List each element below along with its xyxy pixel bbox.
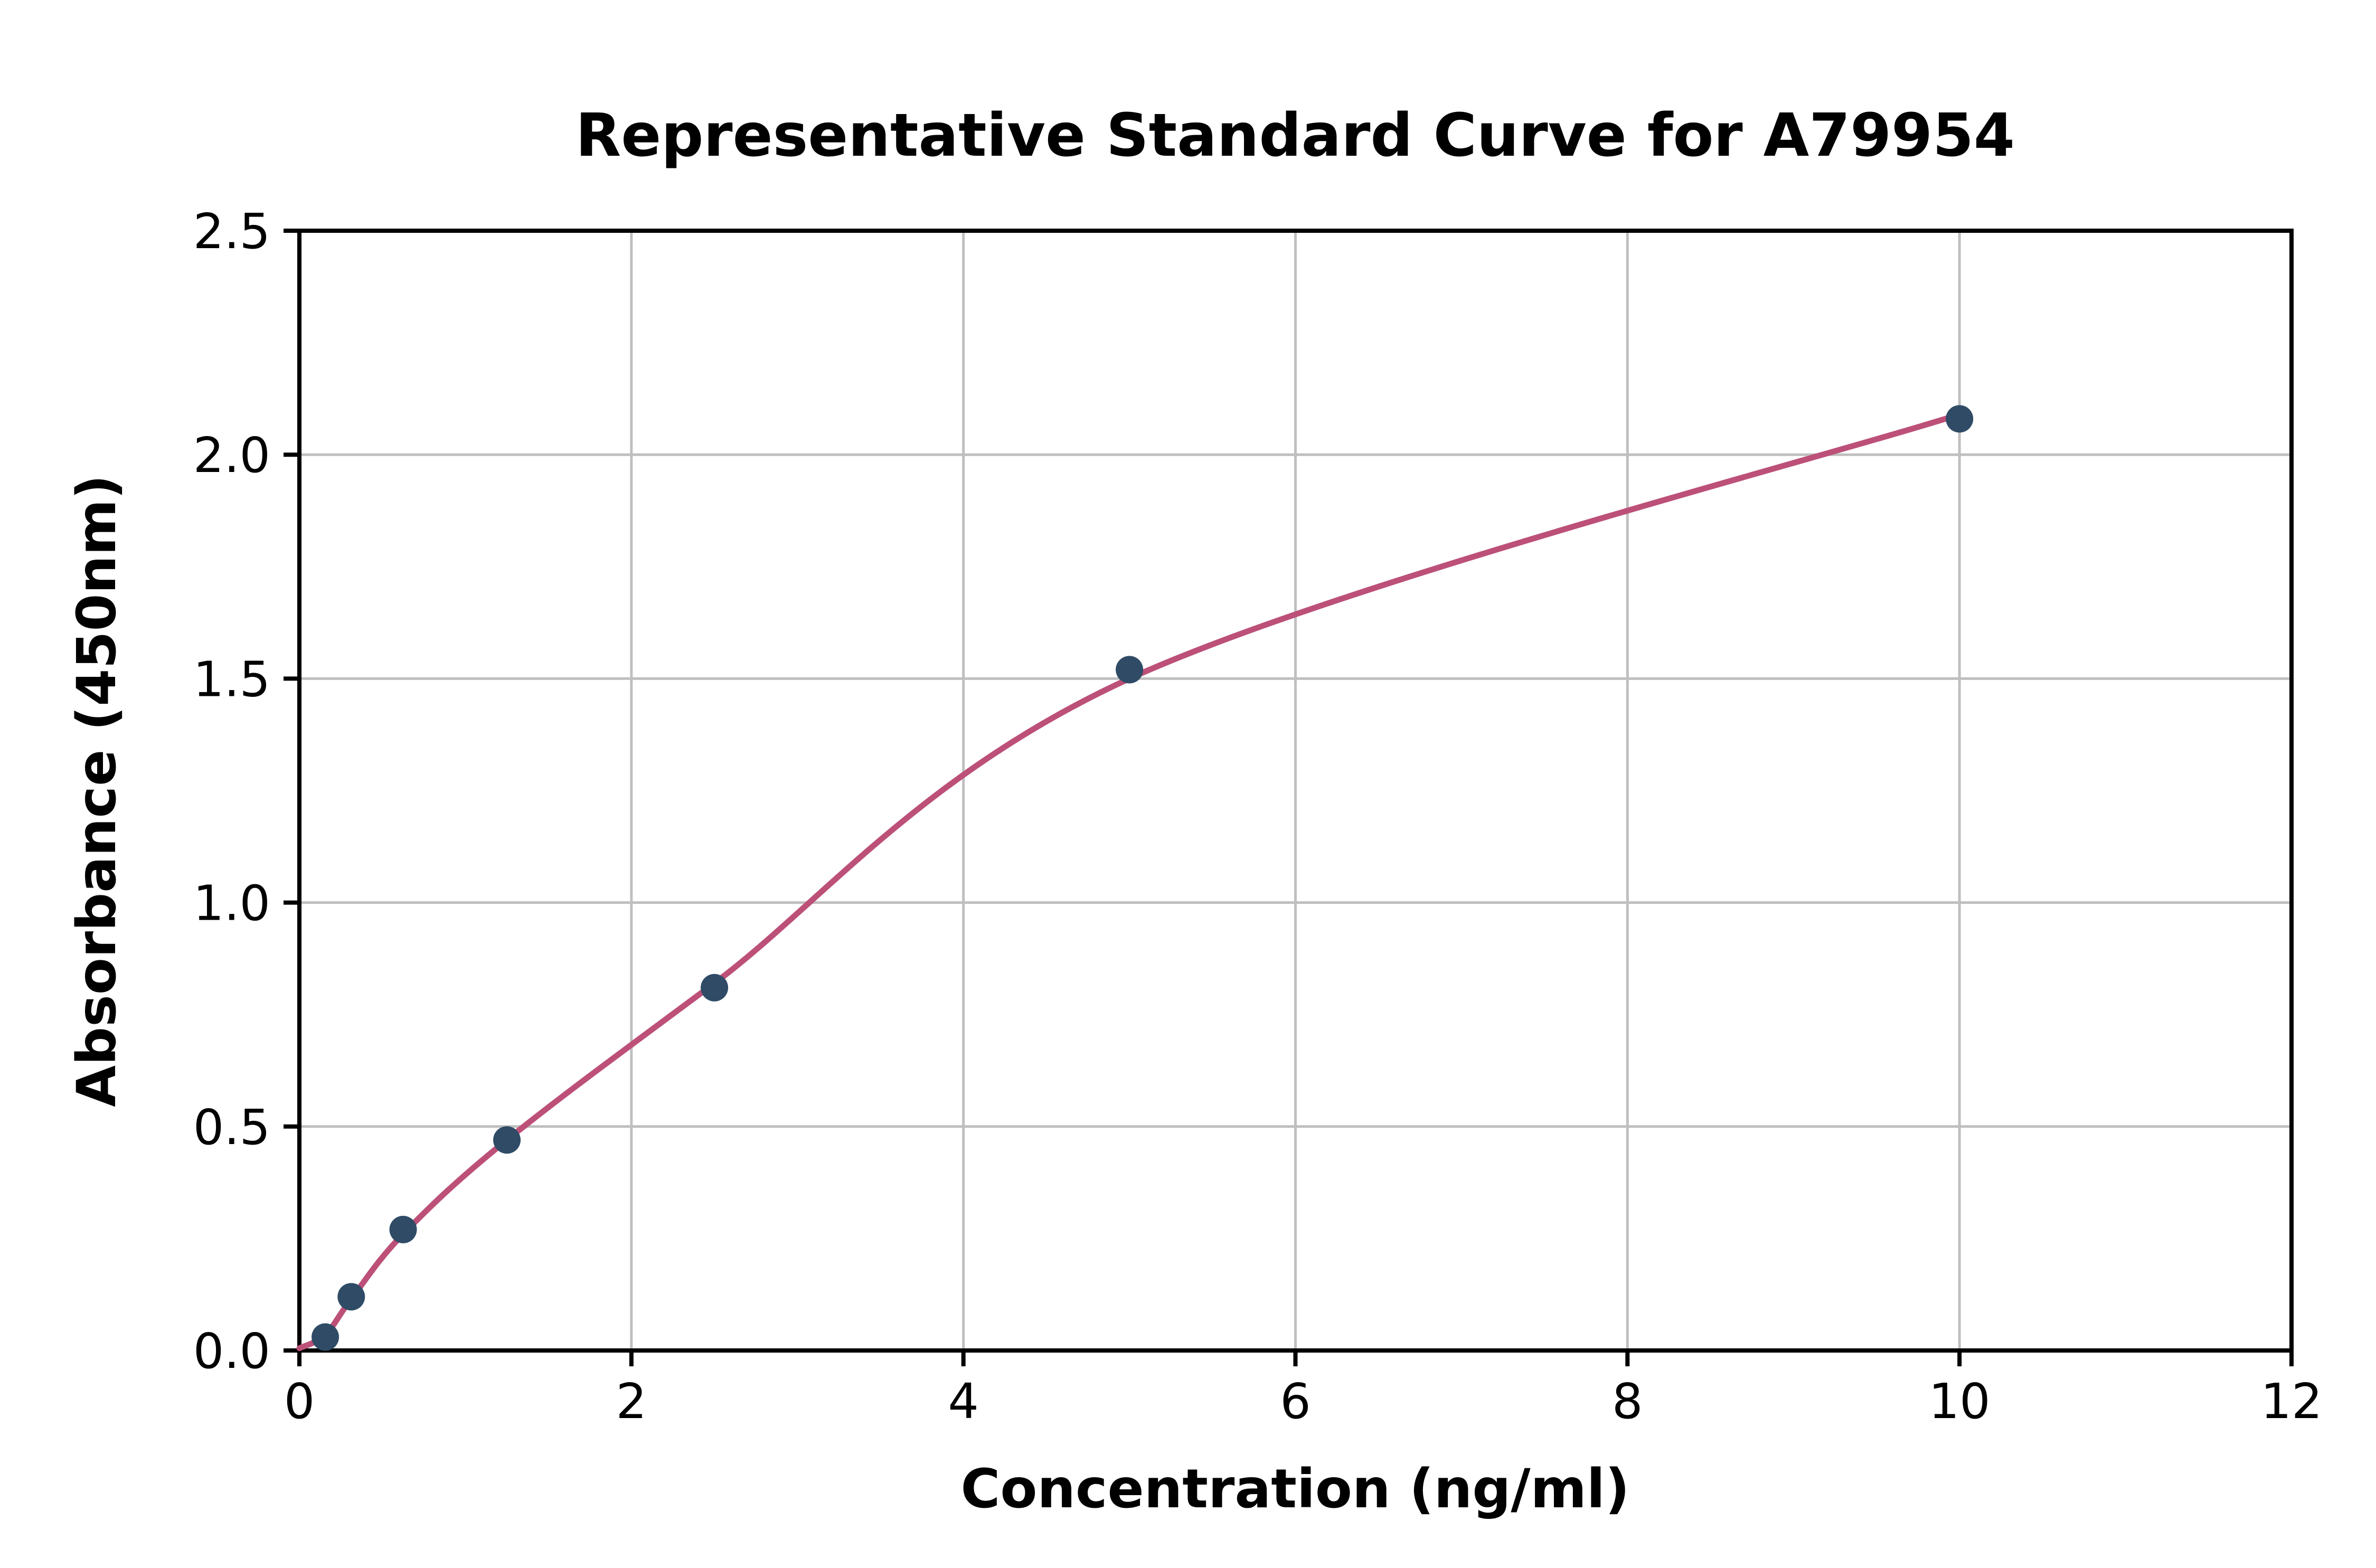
y-axis-label: Absorbance (450nm) bbox=[65, 475, 128, 1107]
y-tick-label: 0.0 bbox=[193, 1323, 270, 1380]
data-point bbox=[337, 1283, 365, 1311]
x-tick-label: 0 bbox=[284, 1373, 315, 1430]
x-tick-label: 2 bbox=[616, 1373, 647, 1430]
fit-curve-line bbox=[296, 411, 1963, 1352]
x-axis-label: Concentration (ng/ml) bbox=[961, 1458, 1630, 1520]
y-tick-label: 2.5 bbox=[193, 203, 270, 260]
data-point bbox=[312, 1323, 340, 1351]
y-tick-label: 2.0 bbox=[193, 427, 270, 484]
data-point bbox=[701, 974, 729, 1002]
x-tick-label: 10 bbox=[1929, 1373, 1991, 1430]
x-tick-label: 4 bbox=[948, 1373, 979, 1430]
data-point bbox=[1946, 405, 1974, 433]
x-tick-label: 12 bbox=[2260, 1373, 2322, 1430]
x-tick-label: 8 bbox=[1612, 1373, 1643, 1430]
data-point bbox=[1116, 656, 1144, 684]
x-tick-label: 6 bbox=[1280, 1373, 1311, 1430]
data-point bbox=[389, 1215, 417, 1243]
data-point bbox=[493, 1126, 521, 1154]
y-tick-label: 0.5 bbox=[193, 1099, 270, 1156]
y-tick-label: 1.5 bbox=[193, 651, 270, 707]
y-tick-label: 1.0 bbox=[193, 875, 270, 932]
chart-title: Representative Standard Curve for A79954 bbox=[576, 101, 2015, 170]
